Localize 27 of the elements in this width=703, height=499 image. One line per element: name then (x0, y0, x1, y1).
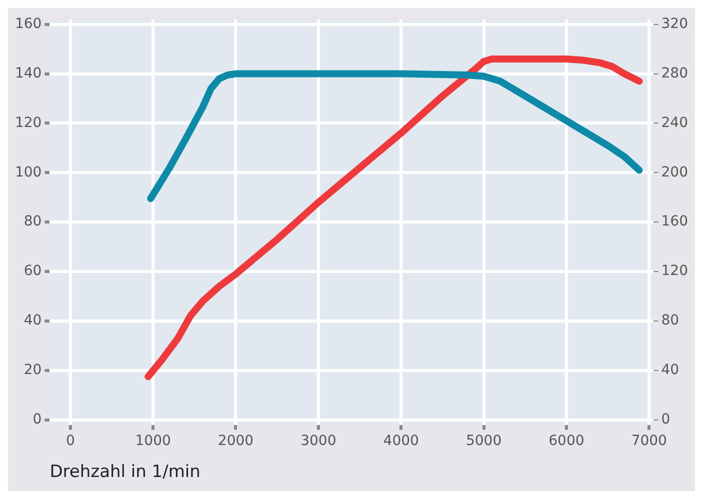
y2-tick-label: 280 (661, 65, 688, 82)
y2-tick-label: 0 (661, 411, 670, 428)
x-tick-label: 0 (66, 432, 75, 449)
y2-tick-label: 80 (661, 312, 680, 329)
y-tick-label: 160 (14, 16, 42, 32)
y2-tick-label: 160 (661, 214, 688, 230)
y-tick-label: 60 (24, 263, 42, 280)
y2-tick-label: 200 (661, 164, 688, 180)
x-tick-label: 4000 (383, 432, 419, 449)
y2-tick-label: 240 (661, 114, 688, 131)
y-tick-label: 0 (32, 411, 42, 428)
x-tick-label: 1000 (135, 432, 171, 449)
y2-tick-label: 320 (661, 16, 688, 32)
y-tick-label: 100 (14, 164, 42, 180)
y-tick-label: 20 (24, 362, 42, 378)
y-tick-label: 40 (24, 312, 42, 329)
y2-tick-label: 120 (661, 263, 688, 280)
y-tick-label: 140 (14, 65, 42, 82)
x-axis-title: Drehzahl in 1/min (50, 462, 200, 482)
x-tick-label: 7000 (631, 432, 667, 449)
x-tick-label: 6000 (548, 432, 584, 449)
y-tick-label: 80 (24, 214, 42, 230)
x-tick-label: 2000 (218, 432, 254, 449)
y2-tick-label: 40 (661, 362, 680, 378)
x-tick-label: 5000 (466, 432, 502, 449)
y-tick-label: 120 (14, 114, 42, 131)
x-tick-label: 3000 (300, 432, 336, 449)
